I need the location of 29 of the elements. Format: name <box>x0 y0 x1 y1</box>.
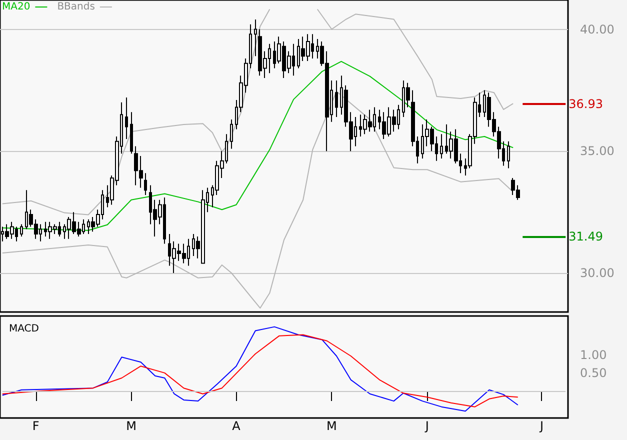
line-series <box>2 60 514 231</box>
x-tick-label: M <box>126 419 136 433</box>
candlestick <box>335 80 338 118</box>
candlestick <box>125 97 128 140</box>
candlestick <box>440 134 443 159</box>
y-tick-label: 35.00 <box>580 144 614 158</box>
candlestick <box>144 172 147 196</box>
candlestick <box>254 19 257 57</box>
x-tick-label: A <box>232 419 242 433</box>
ref-line-label: 31.49 <box>568 230 603 244</box>
legend-label: BBands <box>57 2 95 12</box>
x-tick-label: J <box>538 419 544 433</box>
x-tick-label: F <box>32 419 40 433</box>
line-series <box>2 90 514 309</box>
y-tick-label: 30.00 <box>580 266 614 280</box>
y-tick-label: 40.00 <box>580 22 614 36</box>
line-series <box>2 8 270 216</box>
x-tick-label: J <box>424 419 429 433</box>
y-tick-label: 0.50 <box>580 366 607 380</box>
candlestick <box>20 224 23 237</box>
line-series <box>316 8 514 110</box>
text: MACD <box>9 324 40 334</box>
candlestick <box>230 118 233 150</box>
legend-label: MA20 <box>2 2 30 12</box>
ref-line-label: 36.93 <box>568 97 603 112</box>
candlestick <box>130 112 133 154</box>
candlestick <box>507 140 510 169</box>
y-tick-label: 1.00 <box>580 348 607 362</box>
x-tick-label: M <box>326 419 337 433</box>
